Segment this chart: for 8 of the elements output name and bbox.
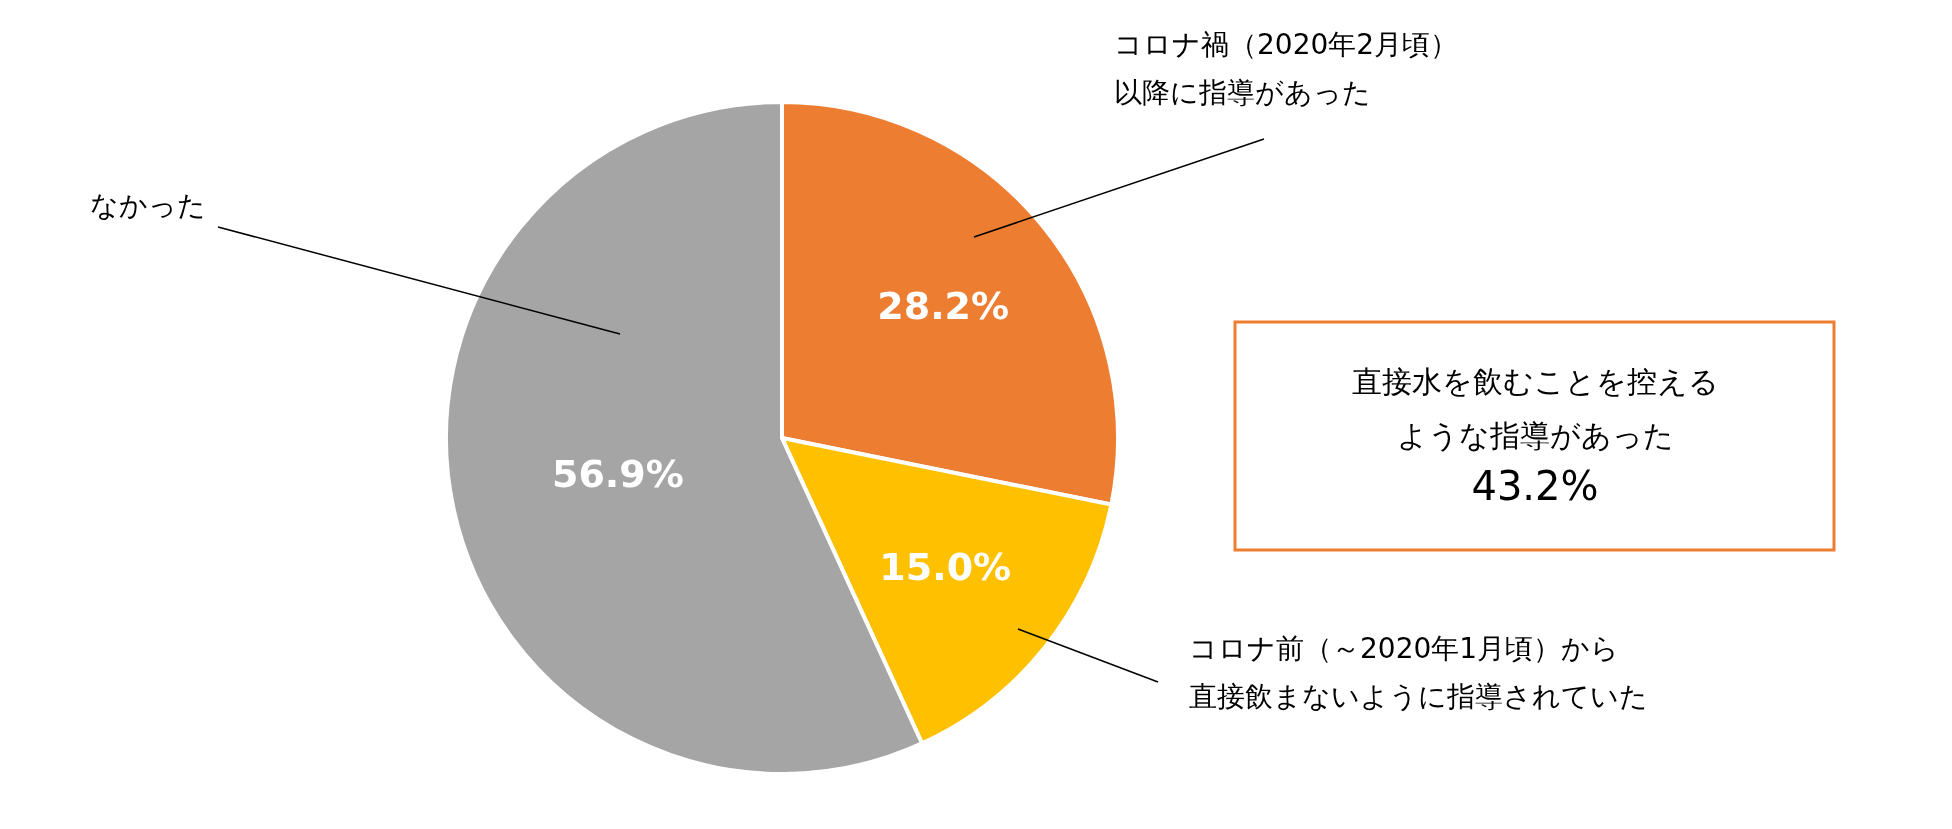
text: 43.2%	[1471, 463, 1599, 509]
text: 直接水を飲むことを控えるような指導があった	[1351, 364, 1719, 453]
slice-label: コロナ禍（2020年2月頃）以降に指導があった	[1114, 27, 1459, 109]
slice-label: なかった	[90, 188, 206, 222]
data-label: 15.0%	[879, 545, 1012, 590]
data-label: 28.2%	[877, 284, 1010, 329]
slice-label: コロナ前（～2020年1月頃）から直接飲まないように指導されていた	[1189, 631, 1648, 713]
data-label: 56.9%	[551, 451, 684, 496]
